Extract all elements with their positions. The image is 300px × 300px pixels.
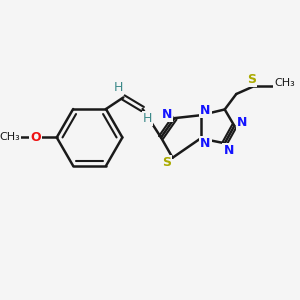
Text: S: S xyxy=(162,156,171,169)
Text: N: N xyxy=(200,137,211,150)
Text: H: H xyxy=(114,81,123,94)
Text: N: N xyxy=(200,104,211,117)
Text: N: N xyxy=(162,108,172,121)
Text: O: O xyxy=(30,131,41,144)
Text: S: S xyxy=(247,73,256,86)
Text: N: N xyxy=(237,116,247,130)
Text: CH₃: CH₃ xyxy=(0,133,20,142)
Text: CH₃: CH₃ xyxy=(274,78,295,88)
Text: H: H xyxy=(143,112,152,125)
Text: N: N xyxy=(224,143,234,157)
